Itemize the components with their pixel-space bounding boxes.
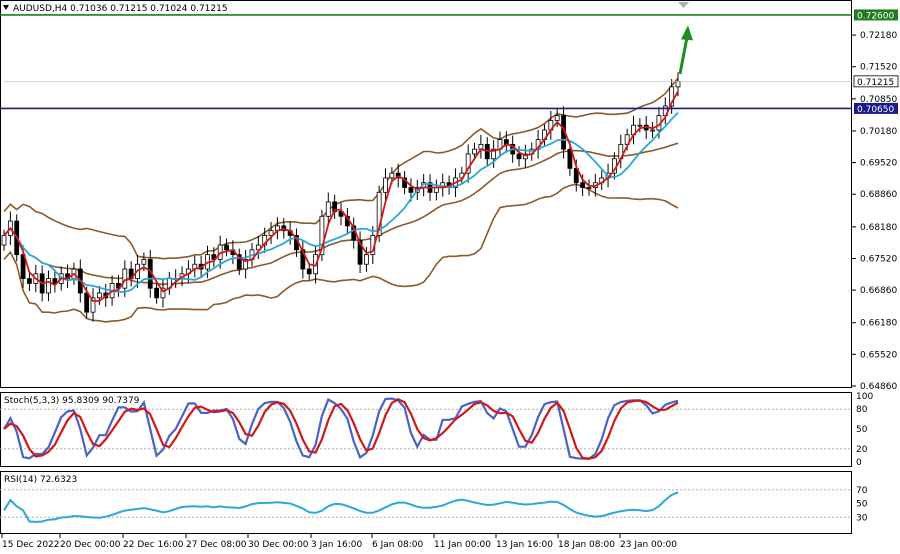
candle-body (84, 292, 90, 313)
stoch-signal-line (3, 398, 679, 460)
candle-body (357, 239, 363, 265)
time-tick-label: 3 Jan 16:00 (311, 540, 363, 550)
time-tick-label: 18 Jan 08:00 (558, 540, 615, 550)
price-tick-label: 0.71520 (860, 63, 897, 73)
candle-body (325, 201, 331, 217)
ma-slow-line (3, 111, 679, 293)
stoch-tick-label: 50 (856, 425, 868, 435)
rsi-tick-label: 30 (856, 513, 868, 523)
candle-body (675, 81, 681, 88)
rsi-tick-label: 50 (856, 500, 868, 510)
candle-body (319, 215, 325, 256)
stoch-tick-label: 100 (856, 392, 873, 402)
candle-body (383, 177, 388, 193)
target-arrow (678, 25, 693, 75)
time-axis: 15 Dec 2022 20 Dec 00:00 22 Dec 16:00 27 De… (1, 534, 677, 550)
price-axis: 0.72180 0.71520 0.70850 0.70180 0.69520 0.688… (852, 31, 897, 392)
candle-body (90, 297, 96, 313)
price-tick-label: 0.65520 (860, 350, 897, 360)
candle-body (364, 254, 369, 265)
stoch-tick-label: 80 (856, 405, 868, 415)
price-levels: 0.72600 0.70650 0.71215 (0, 9, 899, 115)
candle-body (20, 254, 26, 280)
current-price-tag (853, 75, 899, 88)
candle-body (52, 278, 58, 284)
scroll-marker-triangle-icon[interactable] (678, 2, 689, 8)
rsi-plot-frame (0, 471, 852, 534)
stochastic-panel: 100 80 50 20 0 (0, 392, 873, 468)
price-tick-label: 0.67520 (860, 254, 897, 264)
price-level-tag-label: 0.70650 (857, 105, 894, 115)
candle-body (389, 172, 395, 179)
candle-body (243, 259, 249, 270)
candle-body (306, 268, 312, 275)
price-level-tag (854, 102, 898, 114)
candle-body (669, 86, 675, 107)
price-tick-label: 0.66860 (860, 286, 897, 296)
bollinger-middle-line (3, 142, 679, 286)
rsi-tick-label: 70 (856, 486, 868, 496)
candle-body (516, 153, 522, 160)
price-tick-label: 0.72180 (860, 31, 897, 41)
stoch-tick-label: 20 (856, 445, 868, 455)
candle-body (465, 153, 471, 174)
time-tick-label: 13 Jan 16:00 (496, 540, 553, 550)
time-tick-label: 27 Dec 08:00 (186, 540, 247, 550)
candle-body (154, 287, 160, 299)
price-tick-label: 0.68180 (860, 223, 897, 233)
symbol-menu-triangle-icon[interactable] (3, 5, 9, 10)
candle-body (224, 244, 229, 251)
candle-body (122, 268, 128, 289)
candle-body (46, 278, 51, 294)
time-tick-label: 20 Dec 00:00 (60, 540, 121, 550)
candle-body (236, 254, 242, 270)
candle-body (554, 115, 560, 121)
target-arrow-shaft (678, 37, 689, 75)
time-tick-label: 15 Dec 2022 (2, 540, 60, 550)
candle-body (1, 235, 7, 246)
candle-body (160, 287, 166, 299)
candle-body (650, 129, 655, 132)
current-price-tag-label: 0.71215 (857, 78, 894, 88)
candle-body (408, 187, 414, 193)
candle-body (268, 230, 274, 236)
price-level-tag (854, 9, 898, 21)
time-tick-label: 6 Jan 08:00 (372, 540, 424, 550)
time-tick-label: 30 Dec 00:00 (248, 540, 309, 550)
candle-body (472, 148, 477, 155)
rsi-line (3, 491, 679, 523)
time-tick-label: 11 Jan 00:00 (434, 540, 491, 550)
candle-body (338, 211, 344, 217)
target-arrow-head (681, 25, 693, 41)
candle-body (491, 148, 497, 160)
price-tick-label: 0.70180 (860, 127, 897, 137)
ma-fast-line (3, 91, 679, 302)
candle-body (376, 191, 382, 236)
candle-body (141, 259, 147, 265)
price-tick-label: 0.64860 (860, 382, 897, 392)
bollinger-lower-line (3, 183, 679, 323)
price-level-tag-label: 0.72600 (857, 11, 894, 21)
candle-body (586, 187, 592, 189)
candle-body (580, 182, 586, 188)
time-tick-label: 23 Jan 00:00 (620, 540, 677, 550)
rsi-label: RSI(14) 72.6323 (4, 475, 77, 485)
candle-body (96, 292, 102, 299)
price-tick-label: 0.69520 (860, 159, 897, 169)
rsi-panel: 70 50 30 (0, 486, 868, 523)
candle-body (567, 148, 573, 169)
time-tick-label: 22 Dec 16:00 (123, 540, 184, 550)
price-tick-label: 0.68860 (860, 190, 897, 200)
price-tick-label: 0.70850 (860, 95, 897, 105)
moving-averages (3, 91, 679, 302)
price-tick-label: 0.66180 (860, 319, 897, 329)
stoch-tick-label: 0 (856, 458, 862, 468)
stoch-main-line (3, 397, 679, 460)
symbol-header: AUDUSD,H4 0.71036 0.71215 0.71024 0.7121… (13, 4, 228, 14)
stoch-label: Stoch(5,3,3) 95.8309 90.7379 (4, 396, 140, 406)
main-plot-frame (0, 0, 852, 388)
candle-body (637, 124, 643, 127)
candle-body (27, 278, 32, 284)
